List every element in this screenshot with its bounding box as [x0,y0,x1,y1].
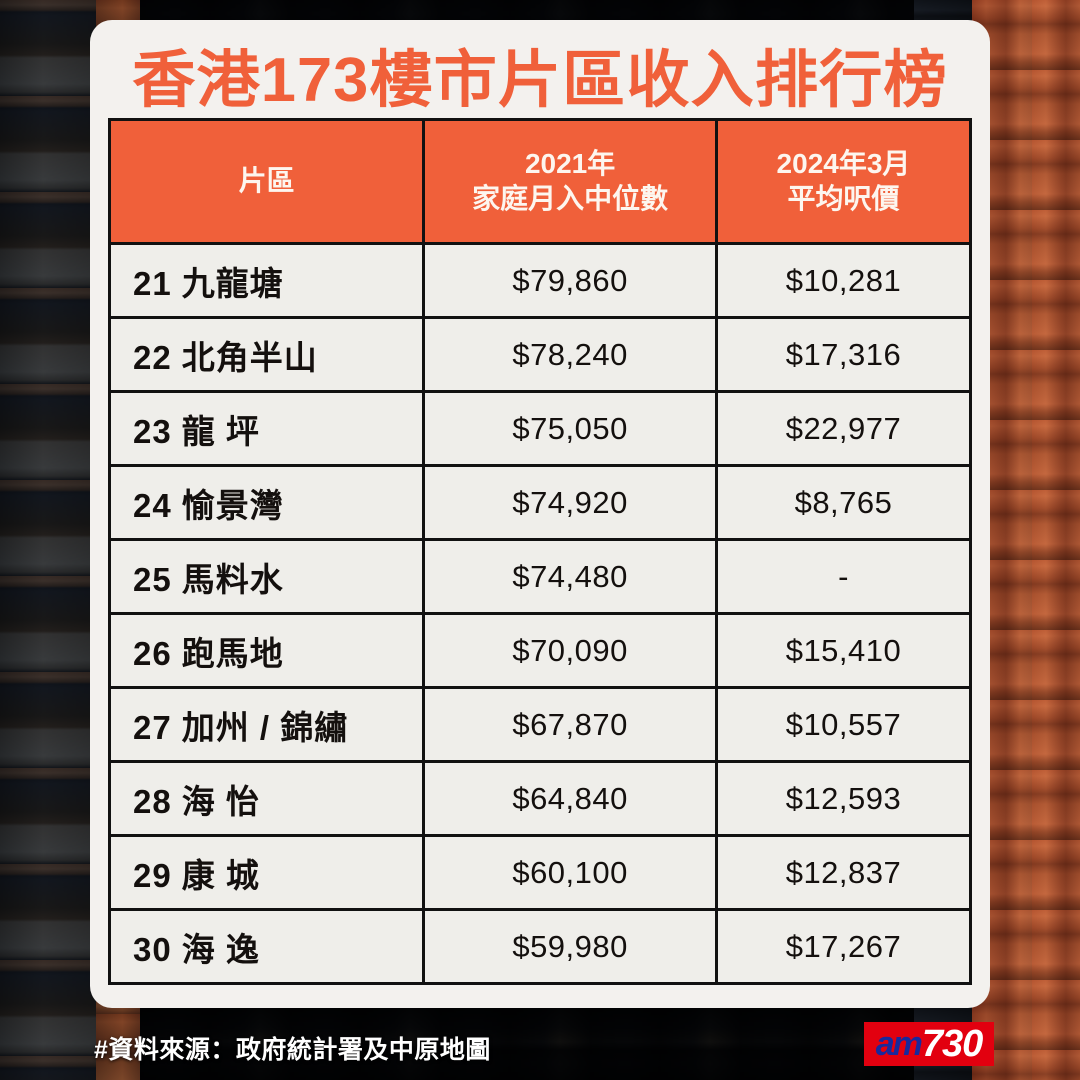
cell-area-name: 九龍塘 [181,264,284,302]
cell-rank: 24 [133,486,172,524]
cell-rank: 23 [133,412,172,450]
cell-area-name: 海 怡 [181,782,260,820]
cell-income: $70,090 [422,612,718,689]
cell-price: $17,267 [714,908,973,985]
cell-price: $10,281 [714,242,973,319]
cell-rank: 27 [133,708,172,746]
source-note: #資料來源：政府統計署及中原地圖 [94,1036,491,1064]
page-title: 香港173樓市片區收入排行榜 [132,46,948,115]
cell-price: $22,977 [714,390,973,467]
cell-income: $59,980 [422,908,718,985]
cell-area: 28 海 怡 [107,760,426,837]
table-row: 26 跑馬地 $70,090 $15,410 [107,612,973,689]
cell-area: 24 愉景灣 [107,464,426,541]
footer: #資料來源：政府統計署及中原地圖 am 730 [0,1008,1080,1080]
infographic-card: 香港173樓市片區收入排行榜 片區 2021年 家庭月入中位數 2024年3月 [90,20,990,1008]
background-building-left [0,0,96,1080]
cell-area: 27 加州 / 錦繡 [107,686,426,763]
cell-rank: 29 [133,856,172,894]
cell-area: 25 馬料水 [107,538,426,615]
column-header-area: 片區 [107,118,426,245]
cell-area-name: 康 城 [181,856,260,894]
cell-rank: 30 [133,930,172,968]
table-row: 29 康 城 $60,100 $12,837 [107,834,973,911]
table-row: 24 愉景灣 $74,920 $8,765 [107,464,973,541]
cell-income: $78,240 [422,316,718,393]
cell-area: 26 跑馬地 [107,612,426,689]
cell-price: $17,316 [714,316,973,393]
cell-area: 30 海 逸 [107,908,426,985]
column-header-income-line1: 2021年 [524,148,616,180]
table-row: 27 加州 / 錦繡 $67,870 $10,557 [107,686,973,763]
cell-income: $74,920 [422,464,718,541]
cell-area-name: 龍 坪 [181,412,260,450]
cell-income: $79,860 [422,242,718,319]
column-header-price-line1: 2024年3月 [776,148,911,180]
column-header-price-line2: 平均呎價 [787,182,900,214]
cell-income: $67,870 [422,686,718,763]
cell-price: - [714,538,973,615]
logo-prefix: am [875,1025,923,1063]
table-row: 21 九龍塘 $79,860 $10,281 [107,242,973,319]
cell-price: $10,557 [714,686,973,763]
ranking-table-container: 片區 2021年 家庭月入中位數 2024年3月 平均呎價 21 九龍塘 $79,… [107,118,973,985]
table-row: 30 海 逸 $59,980 $17,267 [107,908,973,985]
cell-rank: 26 [133,634,172,672]
cell-area-name: 跑馬地 [181,634,284,672]
table-body: 21 九龍塘 $79,860 $10,281 22 北角半山 $78,240 $17… [107,242,973,985]
column-header-income: 2021年 家庭月入中位數 [422,118,718,245]
cell-income: $60,100 [422,834,718,911]
column-header-income-line2: 家庭月入中位數 [472,182,669,214]
cell-area: 23 龍 坪 [107,390,426,467]
cell-rank: 21 [133,264,172,302]
cell-rank: 25 [133,560,172,598]
cell-rank: 22 [133,338,172,376]
am730-logo: am 730 [864,1022,994,1066]
cell-income: $64,840 [422,760,718,837]
table-header: 片區 2021年 家庭月入中位數 2024年3月 平均呎價 [107,118,973,245]
cell-price: $8,765 [714,464,973,541]
table-row: 25 馬料水 $74,480 - [107,538,973,615]
cell-area: 29 康 城 [107,834,426,911]
cell-area-name: 加州 / 錦繡 [181,708,349,746]
cell-area-name: 愉景灣 [181,486,284,524]
logo-number: 730 [921,1023,983,1065]
column-header-price: 2024年3月 平均呎價 [714,118,973,245]
column-header-area-label: 片區 [238,165,295,197]
cell-area: 22 北角半山 [107,316,426,393]
background-building-right [972,0,1080,1080]
table-row: 22 北角半山 $78,240 $17,316 [107,316,973,393]
table-row: 28 海 怡 $64,840 $12,593 [107,760,973,837]
ranking-table: 片區 2021年 家庭月入中位數 2024年3月 平均呎價 21 九龍塘 $79,… [107,118,973,985]
table-row: 23 龍 坪 $75,050 $22,977 [107,390,973,467]
cell-area-name: 北角半山 [181,338,318,376]
table-header-row: 片區 2021年 家庭月入中位數 2024年3月 平均呎價 [107,118,973,245]
cell-income: $75,050 [422,390,718,467]
cell-area: 21 九龍塘 [107,242,426,319]
cell-income: $74,480 [422,538,718,615]
cell-area-name: 馬料水 [181,560,284,598]
cell-price: $12,837 [714,834,973,911]
cell-rank: 28 [133,782,172,820]
cell-area-name: 海 逸 [181,930,260,968]
cell-price: $15,410 [714,612,973,689]
cell-price: $12,593 [714,760,973,837]
